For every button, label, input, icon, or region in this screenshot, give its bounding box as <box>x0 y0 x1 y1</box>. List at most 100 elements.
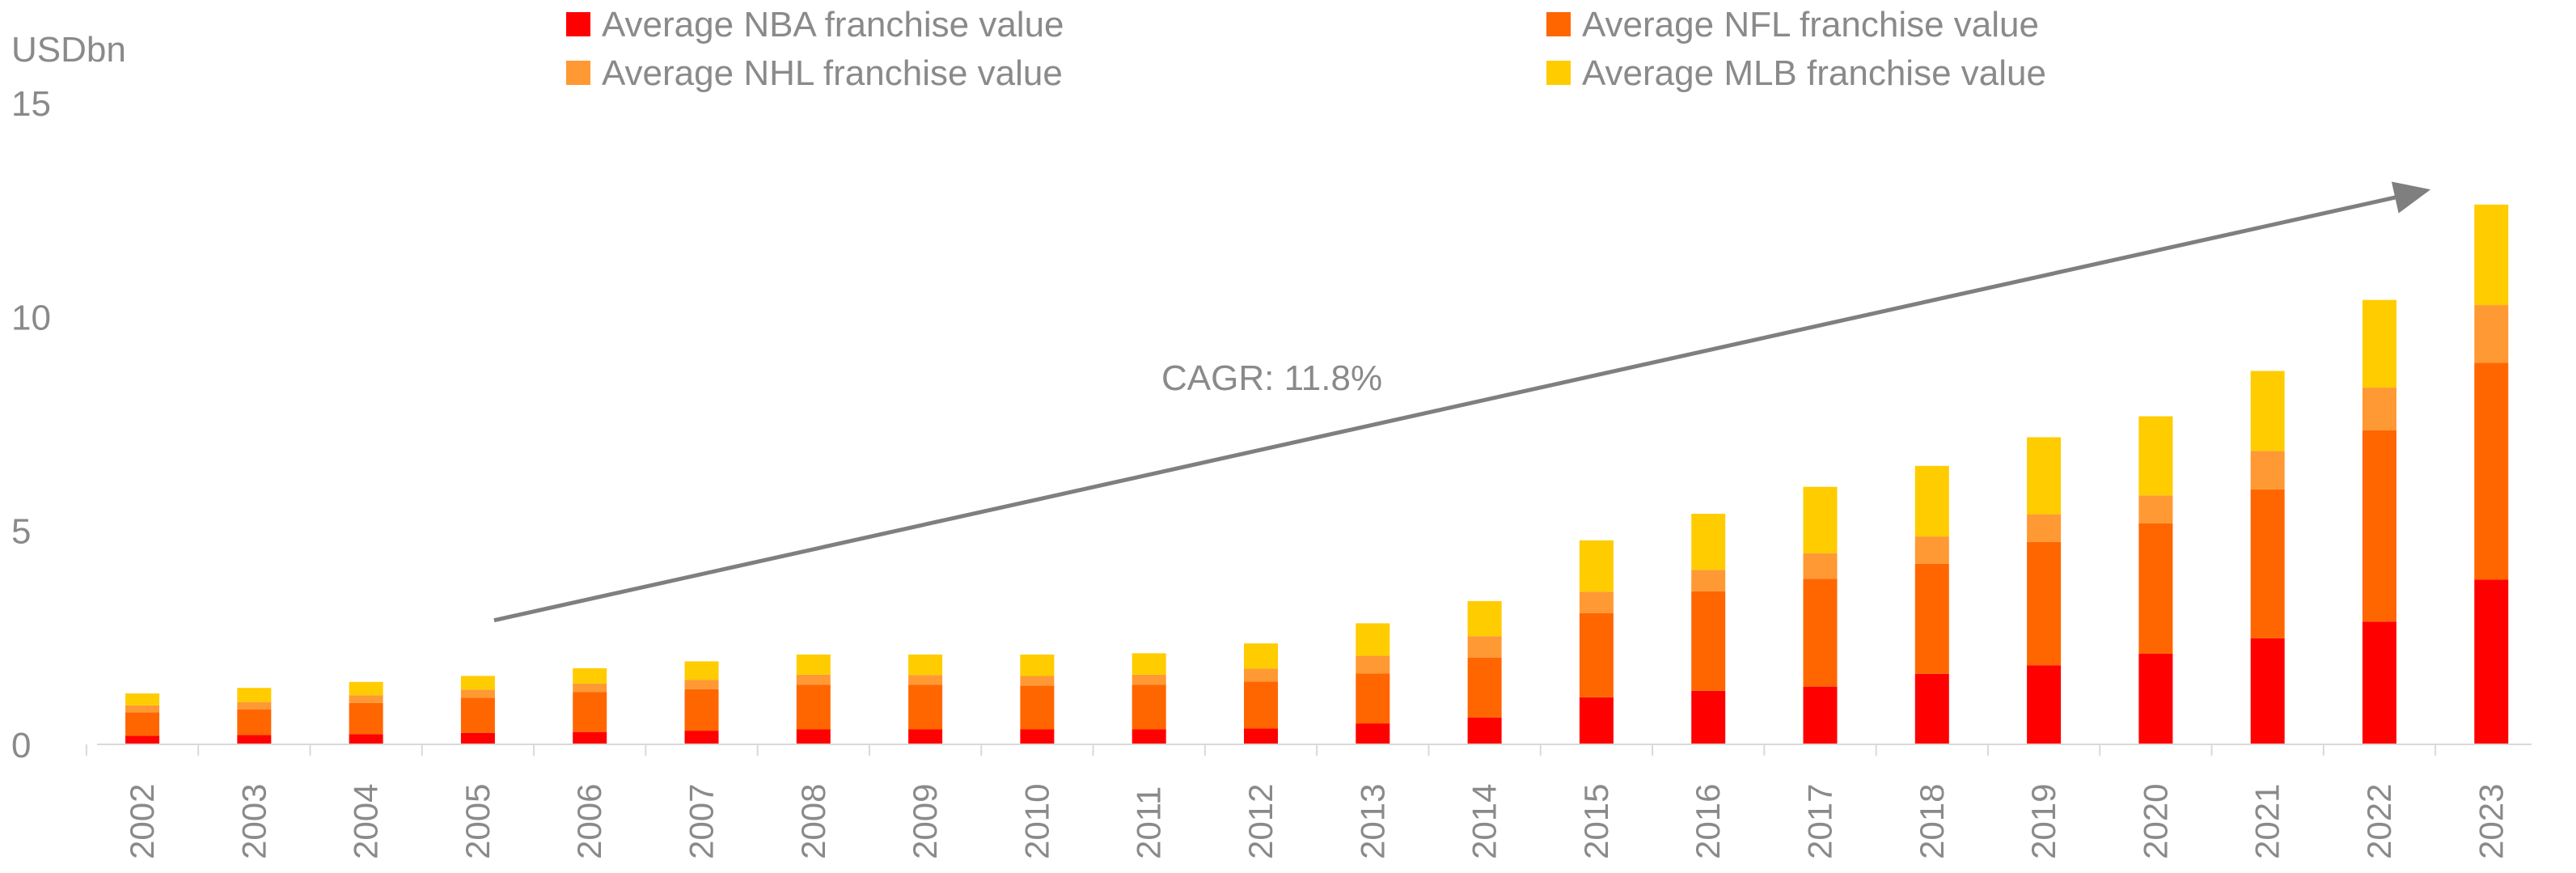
legend-swatch <box>1546 61 1571 85</box>
bar-segment-2012-s3 <box>1244 643 1278 669</box>
x-tick-label: 2019 <box>2024 784 2062 859</box>
bar-segment-2006-s1 <box>573 692 607 732</box>
y-tick-label: 15 <box>11 84 51 124</box>
bar-segment-2020-s0 <box>2138 653 2173 744</box>
x-tick-label: 2011 <box>1130 786 1168 859</box>
bar-segment-2023-s3 <box>2474 204 2509 306</box>
bar-segment-2005-s1 <box>460 697 495 733</box>
x-tick-label: 2005 <box>459 784 497 859</box>
bar-segment-2014-s2 <box>1467 636 1502 658</box>
legend-label: Average MLB franchise value <box>1582 53 2046 93</box>
bar-segment-2016-s0 <box>1691 690 1726 744</box>
bar-segment-2020-s1 <box>2138 523 2173 654</box>
bar-segment-2014-s0 <box>1467 717 1502 744</box>
legend: Average NBA franchise value Average NFL f… <box>566 5 2046 93</box>
bars-group <box>125 204 2509 744</box>
bar-segment-2017-s3 <box>1803 486 1838 553</box>
cagr-annotation-label: CAGR: 11.8% <box>1161 358 1382 398</box>
bar-segment-2011-s0 <box>1131 729 1166 744</box>
y-tick-label: 10 <box>11 298 51 337</box>
x-tick-label: 2007 <box>683 784 721 859</box>
bar-segment-2006-s0 <box>573 731 607 744</box>
x-tick-label: 2014 <box>1466 784 1504 859</box>
bar-segment-2006-s3 <box>573 667 607 684</box>
legend-label: Average NFL franchise value <box>1582 5 2039 44</box>
bar-segment-2008-s1 <box>796 684 831 730</box>
bar-segment-2017-s1 <box>1803 578 1838 687</box>
bar-segment-2013-s0 <box>1356 723 1390 744</box>
bar-segment-2010-s3 <box>1020 654 1055 676</box>
y-tick-label: 5 <box>11 512 31 552</box>
bar-segment-2018-s2 <box>1914 536 1949 564</box>
bar-segment-2012-s1 <box>1244 681 1278 729</box>
bar-segment-2018-s1 <box>1914 563 1949 674</box>
bar-segment-2003-s3 <box>237 688 272 702</box>
legend-swatch <box>566 12 590 36</box>
bar-segment-2015-s3 <box>1579 540 1614 592</box>
legend-swatch <box>1546 12 1571 36</box>
bar-segment-2023-s0 <box>2474 579 2509 744</box>
legend-swatch <box>566 61 590 85</box>
x-tick-label: 2020 <box>2136 784 2174 859</box>
bar-segment-2015-s2 <box>1579 591 1614 613</box>
bar-segment-2004-s1 <box>349 702 383 735</box>
bar-segment-2008-s3 <box>796 654 831 675</box>
bar-segment-2017-s2 <box>1803 553 1838 579</box>
bar-segment-2007-s0 <box>684 731 719 744</box>
bar-segment-2018-s3 <box>1914 465 1949 537</box>
bar-segment-2011-s2 <box>1131 674 1166 685</box>
x-tick-label: 2006 <box>570 784 608 859</box>
x-tick-label: 2023 <box>2472 784 2510 859</box>
bar-segment-2008-s0 <box>796 729 831 744</box>
bar-segment-2012-s0 <box>1244 728 1278 744</box>
x-tick-label: 2012 <box>1241 784 1280 859</box>
bar-segment-2019-s0 <box>2027 665 2062 744</box>
bar-segment-2009-s1 <box>908 684 943 730</box>
bar-segment-2009-s0 <box>908 729 943 744</box>
x-tick-label: 2018 <box>1913 784 1951 859</box>
bar-segment-2020-s3 <box>2138 416 2173 496</box>
x-tick-label: 2009 <box>906 784 944 859</box>
bar-segment-2007-s1 <box>684 689 719 731</box>
bar-segment-2005-s2 <box>460 689 495 698</box>
x-tick-label: 2008 <box>794 784 832 859</box>
bar-segment-2018-s0 <box>1914 673 1949 744</box>
bar-segment-2007-s3 <box>684 661 719 680</box>
bar-segment-2003-s2 <box>237 701 272 710</box>
bar-segment-2003-s0 <box>237 735 272 744</box>
bar-segment-2013-s3 <box>1356 623 1390 656</box>
bar-segment-2009-s2 <box>908 675 943 685</box>
y-tick-label: 0 <box>11 726 31 765</box>
bar-segment-2023-s1 <box>2474 362 2509 580</box>
bar-segment-2022-s2 <box>2362 388 2396 430</box>
bar-segment-2019-s2 <box>2027 514 2062 542</box>
legend-label: Average NHL franchise value <box>602 53 1063 93</box>
bar-segment-2002-s3 <box>125 693 159 706</box>
bar-segment-2016-s2 <box>1691 570 1726 591</box>
bar-segment-2012-s2 <box>1244 668 1278 682</box>
y-axis-unit-label: USDbn <box>11 30 126 70</box>
bar-segment-2022-s0 <box>2362 621 2396 744</box>
bar-segment-2006-s2 <box>573 683 607 693</box>
bar-segment-2007-s2 <box>684 680 719 689</box>
bar-segment-2017-s0 <box>1803 686 1838 744</box>
bar-segment-2004-s2 <box>349 695 383 703</box>
x-tick-label: 2017 <box>1801 784 1839 859</box>
bar-segment-2015-s0 <box>1579 697 1614 744</box>
x-tick-label: 2004 <box>347 784 385 859</box>
bar-segment-2021-s0 <box>2250 638 2285 744</box>
bar-segment-2021-s3 <box>2250 371 2285 451</box>
cagr-trend-arrow <box>493 181 2431 623</box>
bar-segment-2013-s2 <box>1356 655 1390 674</box>
bar-segment-2003-s1 <box>237 709 272 735</box>
bar-segment-2022-s3 <box>2362 299 2396 388</box>
bar-segment-2002-s2 <box>125 705 159 713</box>
bar-segment-2004-s3 <box>349 681 383 696</box>
bar-segment-2019-s1 <box>2027 541 2062 666</box>
bar-segment-2016-s3 <box>1691 514 1726 570</box>
bar-segment-2020-s2 <box>2138 495 2173 523</box>
bar-segment-2004-s0 <box>349 734 383 744</box>
bar-segment-2002-s0 <box>125 735 159 744</box>
bar-segment-2011-s3 <box>1131 653 1166 675</box>
